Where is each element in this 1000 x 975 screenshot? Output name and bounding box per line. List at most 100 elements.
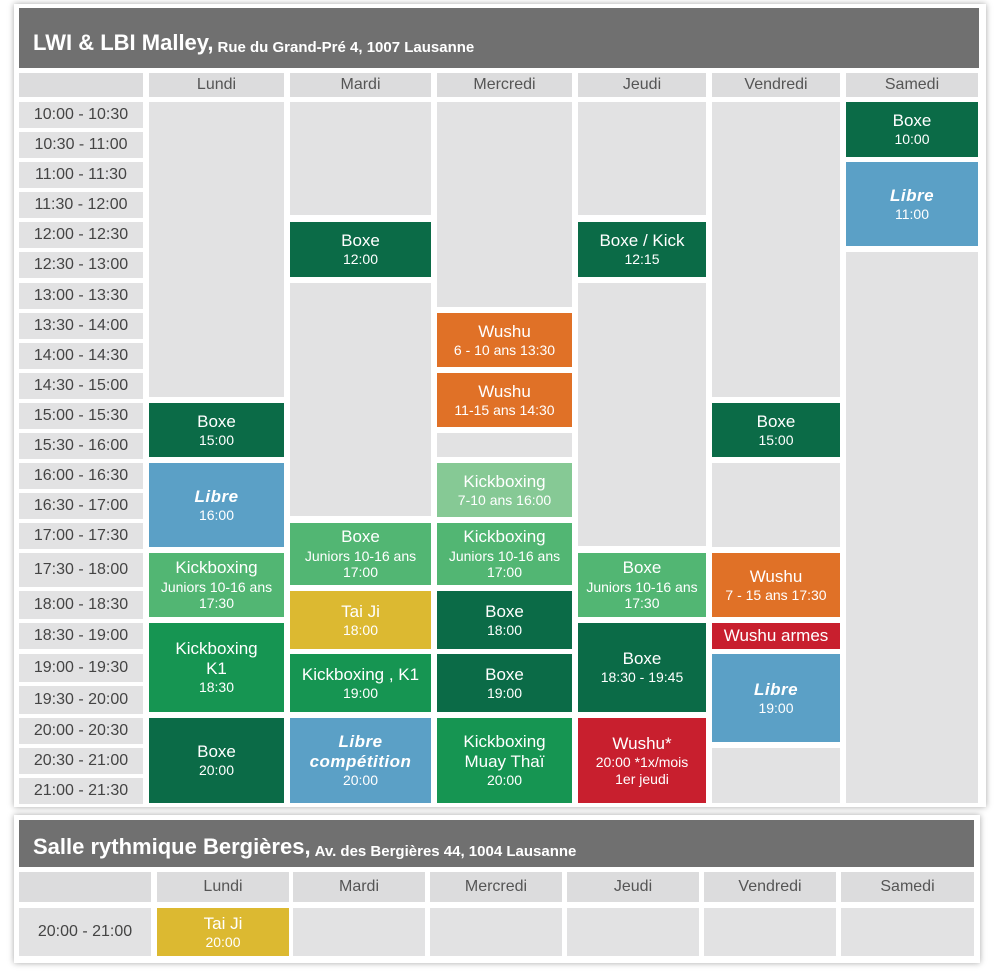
- time-slot: 20:00 - 21:00: [19, 908, 151, 956]
- event-subtitle: Juniors 10-16 ans: [586, 578, 698, 595]
- event-title: Wushu: [478, 381, 531, 401]
- event-vendredi-wushu: Wushu 7 - 15 ans 17:30: [712, 553, 840, 617]
- event-title: Wushu: [478, 321, 531, 341]
- empty-cell: [578, 102, 706, 215]
- time-slot: 13:30 - 14:00: [19, 313, 143, 339]
- event-title: Libre: [889, 185, 935, 205]
- event-time: 20:00: [486, 772, 523, 789]
- event-time: 15:00: [758, 431, 794, 448]
- event-jeudi-boxe-evening: Boxe 18:30 - 19:45: [578, 623, 706, 712]
- event-time: 6 - 10 ans 13:30: [453, 341, 556, 358]
- event-mercredi-kickboxing-juniors: Kickboxing Juniors 10-16 ans 17:00: [437, 523, 572, 585]
- event-lundi-boxe: Boxe 15:00: [149, 403, 284, 457]
- empty-cell: [578, 283, 706, 546]
- time-slot: 19:00 - 19:30: [19, 654, 143, 682]
- venue-address: Av. des Bergières 44, 1004 Lausanne: [314, 843, 577, 860]
- empty-cell: [293, 908, 425, 956]
- event-note: 1er jeudi: [615, 770, 669, 787]
- venue-header-bergieres: Salle rythmique Bergières, Av. des Bergi…: [19, 820, 974, 867]
- event-time: 20:00: [198, 762, 235, 779]
- day-header-mardi: Mardi: [290, 73, 431, 97]
- time-slot: 17:00 - 17:30: [19, 523, 143, 549]
- event-time: 11:00: [895, 205, 929, 222]
- empty-cell: [149, 102, 284, 397]
- event-title: Boxe: [197, 742, 236, 762]
- time-slot: 10:00 - 10:30: [19, 102, 143, 128]
- event-time: 17:00: [342, 564, 379, 581]
- time-slot: 11:00 - 11:30: [19, 162, 143, 188]
- day-header-mercredi: Mercredi: [430, 872, 562, 902]
- time-slot: 15:30 - 16:00: [19, 433, 143, 459]
- event-title: Kickboxing: [463, 471, 546, 491]
- event-mercredi-kickboxing-kids: Kickboxing 7-10 ans 16:00: [437, 463, 572, 517]
- empty-cell: [290, 283, 431, 516]
- day-header-lundi: Lundi: [157, 872, 289, 902]
- event-samedi-boxe: Boxe 10:00: [846, 102, 978, 157]
- event-jeudi-boxe-kick: Boxe / Kick 12:15: [578, 222, 706, 277]
- day-header-vendredi: Vendredi: [704, 872, 836, 902]
- event-title: Kickboxing: [175, 558, 258, 578]
- event-time: 18:00: [486, 621, 523, 638]
- event-title: Boxe: [197, 411, 236, 431]
- event-time: 18:00: [342, 621, 379, 638]
- time-slot: 20:00 - 20:30: [19, 718, 143, 744]
- event-time: 20:00 *1x/mois: [595, 754, 689, 770]
- event-title: Boxe: [341, 231, 380, 251]
- event-time: 20:00: [205, 933, 241, 950]
- event-time: 18:30 - 19:45: [600, 669, 684, 686]
- time-slot: 16:00 - 16:30: [19, 463, 143, 489]
- corner-cell: [19, 872, 151, 902]
- event-title: Kickboxing: [463, 732, 546, 752]
- event-vendredi-boxe: Boxe 15:00: [712, 403, 840, 457]
- venue-address: Rue du Grand-Pré 4, 1007 Lausanne: [217, 39, 475, 56]
- event-mardi-tai-ji: Tai Ji 18:00: [290, 591, 431, 649]
- event-title: Boxe: [756, 411, 796, 431]
- event-time: 18:30: [198, 679, 235, 696]
- event-title: Tai Ji: [203, 913, 243, 933]
- empty-cell: [841, 908, 974, 956]
- event-time: 19:00: [758, 699, 794, 716]
- event-time: 17:30: [624, 595, 660, 612]
- event-lundi-tai-ji: Tai Ji 20:00: [157, 908, 289, 956]
- day-header-samedi: Samedi: [841, 872, 974, 902]
- event-title: Libre: [338, 732, 383, 752]
- empty-cell: [846, 252, 978, 803]
- event-time: 12:15: [624, 251, 660, 268]
- event-time: 17:00: [486, 564, 523, 581]
- time-slot: 21:00 - 21:30: [19, 778, 143, 804]
- event-samedi-libre: Libre 11:00: [846, 162, 978, 246]
- event-title: Wushu armes: [723, 625, 829, 645]
- event-mercredi-wushu-teens: Wushu 11-15 ans 14:30: [437, 373, 572, 427]
- event-mercredi-boxe-18: Boxe 18:00: [437, 591, 572, 649]
- event-time: 12:00: [342, 251, 379, 268]
- event-mercredi-wushu-kids: Wushu 6 - 10 ans 13:30: [437, 313, 572, 367]
- time-slot: 11:30 - 12:00: [19, 192, 143, 218]
- day-header-lundi: Lundi: [149, 73, 284, 97]
- event-time: 19:00: [486, 684, 523, 701]
- event-title: Boxe: [892, 111, 932, 131]
- time-slot: 10:30 - 11:00: [19, 132, 143, 158]
- event-vendredi-wushu-armes: Wushu armes: [712, 623, 840, 649]
- empty-cell: [712, 463, 840, 547]
- event-mercredi-kickboxing-muay-thai: Kickboxing Muay Thaï 20:00: [437, 718, 572, 803]
- event-subtitle: Juniors 10-16 ans: [304, 547, 417, 564]
- event-lundi-libre: Libre 16:00: [149, 463, 284, 547]
- event-jeudi-boxe-juniors: Boxe Juniors 10-16 ans 17:30: [578, 553, 706, 617]
- event-time: 11-15 ans 14:30: [454, 401, 555, 418]
- empty-cell: [567, 908, 699, 956]
- event-mercredi-boxe-19: Boxe 19:00: [437, 654, 572, 712]
- event-title: Kickboxing: [463, 527, 546, 547]
- event-lundi-kickboxing-k1: Kickboxing K1 18:30: [149, 623, 284, 712]
- time-slot: 12:30 - 13:00: [19, 252, 143, 278]
- time-slot: 20:30 - 21:00: [19, 748, 143, 774]
- event-time: 10:00: [894, 131, 930, 148]
- time-slot: 19:30 - 20:00: [19, 686, 143, 714]
- event-title: Boxe: [485, 601, 524, 621]
- empty-cell: [437, 433, 572, 457]
- event-title-2: compétition: [309, 752, 412, 772]
- event-title: Wushu*: [612, 733, 672, 753]
- empty-cell: [290, 102, 431, 215]
- empty-cell: [712, 102, 840, 397]
- event-title: Boxe: [622, 558, 662, 578]
- time-slot: 14:30 - 15:00: [19, 373, 143, 399]
